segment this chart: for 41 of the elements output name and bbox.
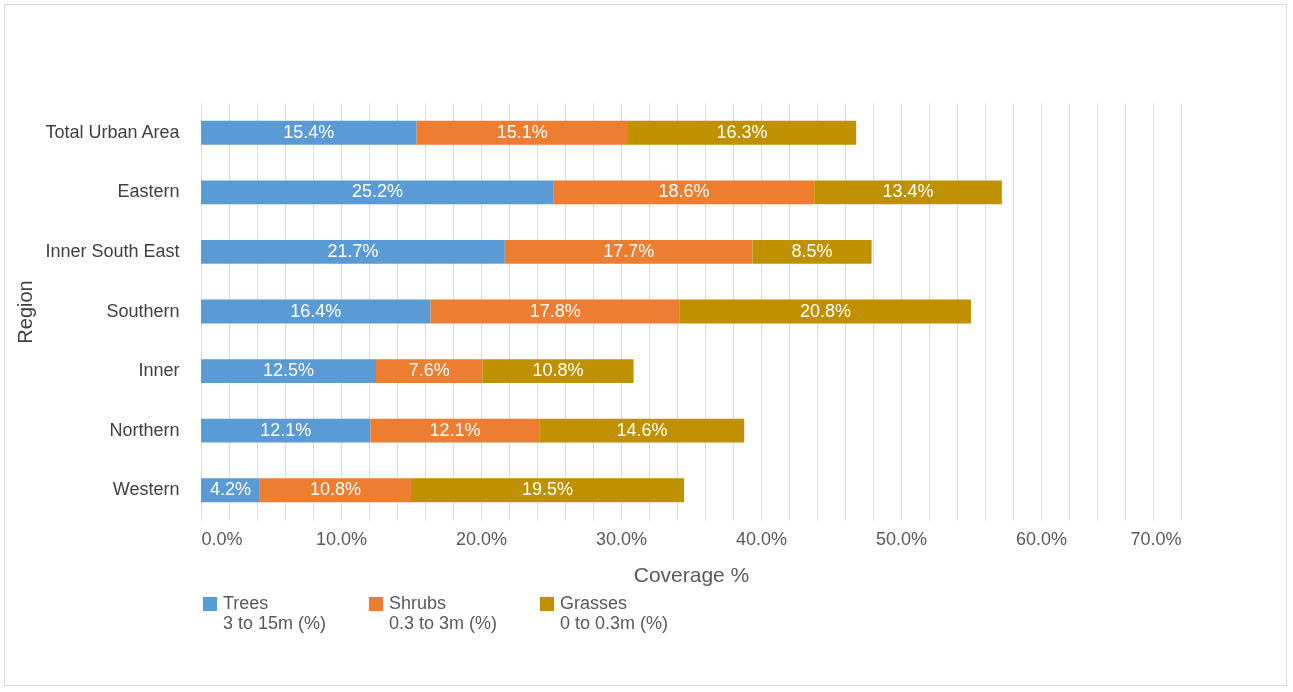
data-label: 15.1% [496,121,548,142]
y-tick-label: Total Urban Area [45,121,181,142]
x-tick-label: 30.0% [595,528,648,549]
data-label: 18.6% [658,181,710,202]
x-tick-label: 50.0% [875,528,928,549]
data-label: 7.6% [408,360,450,381]
y-tick-label: Western [112,479,180,500]
data-label: 12.1% [429,419,481,440]
y-tick-label: Northern [109,419,180,440]
x-tick-label: 70.0% [1130,528,1182,549]
data-label: 16.3% [716,121,768,142]
x-tick-label: 60.0% [1015,528,1068,549]
legend-label: Shrubs 0.3 to 3m (%) [389,593,498,633]
data-label: 25.2% [351,181,403,202]
y-tick-label: Inner [138,360,180,381]
data-label: 16.4% [290,300,342,321]
data-label: 4.2% [209,479,251,500]
y-tick-label: Southern [106,300,180,321]
x-tick-label: 0.0% [201,528,243,549]
data-label: 12.1% [260,419,312,440]
data-label: 12.5% [262,360,315,381]
data-label: 13.4% [882,181,934,202]
data-label: 15.4% [283,121,335,142]
data-label: 20.8% [799,300,851,321]
x-axis-title: Coverage % [633,562,750,586]
data-label: 19.5% [521,479,574,500]
data-label: 17.8% [529,300,581,321]
y-tick-label: Inner South East [45,240,180,261]
y-axis-title: Region [14,280,37,344]
data-label: 10.8% [309,479,361,500]
data-label: 21.7% [327,240,379,261]
legend-label: Grasses 0 to 0.3m (%) [560,593,669,633]
data-label: 17.7% [603,240,655,261]
x-tick-label: 20.0% [455,528,508,549]
x-tick-label: 40.0% [735,528,788,549]
data-label: 14.6% [616,419,668,440]
data-label: 8.5% [791,240,833,261]
y-tick-label: Eastern [117,181,180,202]
data-label: 10.8% [532,360,584,381]
legend-label: Trees 3 to 15m (%) [223,593,327,633]
x-tick-label: 10.0% [315,528,368,549]
